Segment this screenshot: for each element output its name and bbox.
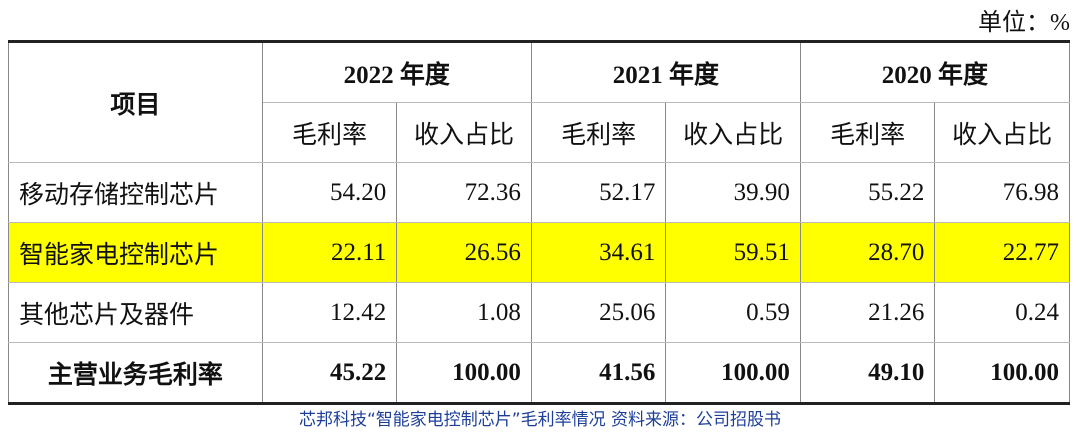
header-subcol: 收入占比: [665, 102, 801, 163]
cell-value: 28.70: [799, 222, 936, 283]
header-row: 项目 2022 年度 2021 年度 2020 年度: [8, 41, 1071, 163]
unit-label: 单位：%: [978, 10, 1070, 36]
cell-value: 72.36: [396, 162, 532, 223]
table-body: 项目 2022 年度 2021 年度 2020 年度 毛利率 收入占比 毛利率 收入占比 毛利率…: [8, 41, 1071, 404]
row-label: 智能家电控制芯片: [8, 222, 263, 283]
cell-value: 49.10: [799, 342, 936, 404]
data-table: 项目 2022 年度 2021 年度 2020 年度 毛利率 收入占比 毛利率 收入占比 毛利率…: [8, 40, 1071, 405]
subheader-row: 毛利率 收入占比 毛利率 收入占比 毛利率 收入占比: [9, 102, 1070, 163]
header-subcol: 毛利率: [261, 102, 398, 163]
cell-value: 100.00: [934, 342, 1070, 404]
cell-value: 0.24: [934, 282, 1070, 343]
data-row: 移动存储控制芯片 54.20 72.36 52.17 39.90 55.22 76.98: [8, 162, 1070, 223]
header-year: 2021 年度: [530, 41, 801, 103]
cell-value: 1.08: [396, 282, 532, 343]
cell-value: 25.06: [530, 282, 667, 343]
cell-value: 22.77: [934, 222, 1070, 283]
cell-value: 26.56: [396, 222, 532, 283]
header-subcol: 毛利率: [799, 102, 936, 163]
row-label: 移动存储控制芯片: [8, 162, 263, 223]
row-label: 其他芯片及器件: [8, 282, 263, 343]
cell-value: 0.59: [665, 282, 801, 343]
cell-value: 34.61: [530, 222, 667, 283]
cell-value: 54.20: [261, 162, 398, 223]
header-subcol: 收入占比: [934, 102, 1070, 163]
data-row: 主营业务毛利率 45.22 100.00 41.56 100.00 49.10 100.00: [8, 342, 1070, 404]
cell-value: 55.22: [799, 162, 936, 223]
header-year: 2020 年度: [799, 41, 1071, 103]
cell-value: 21.26: [799, 282, 936, 343]
header-year: 2022 年度: [261, 41, 532, 103]
cell-value: 39.90: [665, 162, 801, 223]
header-item: 项目: [8, 41, 263, 163]
header-subcol: 收入占比: [396, 102, 532, 163]
data-row: 其他芯片及器件 12.42 1.08 25.06 0.59 21.26 0.24: [8, 282, 1070, 343]
cell-value: 45.22: [261, 342, 398, 404]
cell-value: 76.98: [934, 162, 1070, 223]
cell-value: 100.00: [665, 342, 801, 404]
cell-value: 12.42: [261, 282, 398, 343]
cell-value: 59.51: [665, 222, 801, 283]
row-label: 主营业务毛利率: [8, 342, 263, 404]
cell-value: 52.17: [530, 162, 667, 223]
data-row: 智能家电控制芯片 22.11 26.56 34.61 59.51 28.70 22.77: [8, 222, 1070, 283]
caption: 芯邦科技“智能家电控制芯片”毛利率情况 资料来源：公司招股书: [298, 410, 782, 430]
cell-value: 100.00: [396, 342, 532, 404]
cell-value: 41.56: [530, 342, 667, 404]
cell-value: 22.11: [261, 222, 398, 283]
header-subcol: 毛利率: [530, 102, 667, 163]
